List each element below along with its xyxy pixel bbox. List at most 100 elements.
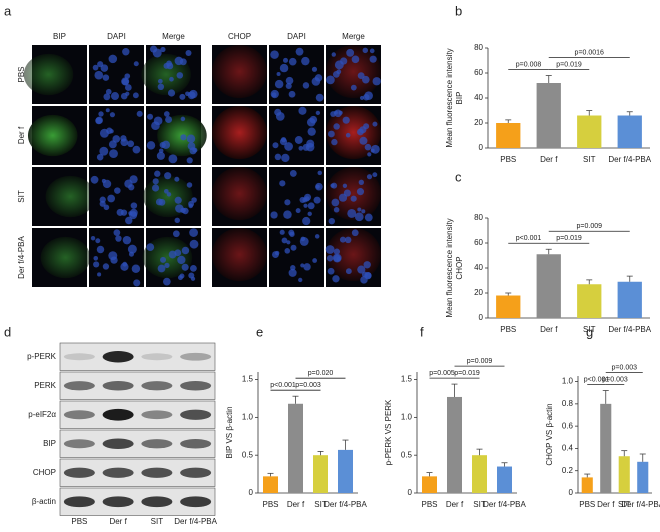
- nucleus: [103, 204, 110, 211]
- nucleus: [97, 272, 102, 277]
- nucleus: [113, 229, 121, 237]
- p-value: p=0.019: [454, 370, 480, 377]
- nucleus: [331, 52, 336, 57]
- nucleus: [129, 175, 138, 184]
- nucleus: [125, 216, 133, 225]
- panel-letter: b: [455, 3, 462, 18]
- nucleus: [174, 217, 180, 224]
- nucleus: [96, 245, 105, 254]
- nucleus: [350, 84, 357, 91]
- signal: [142, 236, 193, 279]
- nucleus: [186, 182, 193, 188]
- panel-letter: f: [420, 324, 424, 339]
- signal: [23, 53, 74, 96]
- band: [141, 496, 173, 508]
- nucleus: [105, 88, 112, 95]
- y-axis-label: p-PERK VS PERK: [384, 399, 393, 465]
- nucleus: [302, 82, 310, 89]
- nucleus: [174, 196, 182, 204]
- nucleus: [112, 135, 121, 143]
- nucleus: [342, 116, 350, 124]
- nucleus: [101, 178, 106, 184]
- micrograph: [212, 106, 267, 165]
- error-bar: [501, 462, 508, 467]
- y-tick-label: 0: [408, 488, 413, 497]
- nucleus: [285, 82, 292, 90]
- y-tick-label: 60: [474, 68, 483, 77]
- nucleus: [299, 237, 309, 246]
- nucleus: [283, 210, 292, 219]
- p-value: p<0.001: [584, 376, 610, 383]
- nucleus: [372, 172, 378, 178]
- nucleus: [331, 182, 338, 189]
- nucleus: [120, 262, 129, 271]
- nucleus: [124, 84, 132, 91]
- y-tick-label: 0.5: [401, 450, 413, 459]
- nucleus: [160, 256, 167, 263]
- nucleus: [122, 235, 132, 245]
- nucleus: [279, 180, 286, 187]
- signal: [326, 228, 381, 282]
- micrograph: [23, 45, 87, 104]
- nucleus: [189, 239, 199, 249]
- nucleus: [357, 207, 362, 212]
- nucleus: [351, 229, 359, 237]
- nucleus: [189, 264, 197, 272]
- y-axis-label: BIP VS β-actin: [225, 406, 234, 458]
- nucleus: [295, 208, 301, 214]
- nucleus: [358, 179, 365, 185]
- band: [102, 380, 134, 391]
- nucleus: [328, 217, 336, 225]
- nucleus: [163, 62, 170, 69]
- micrograph: [325, 228, 381, 287]
- x-tick-label: Der f/4-PBA: [608, 325, 651, 334]
- column-header: DAPI: [107, 32, 126, 41]
- error-bar: [545, 75, 552, 83]
- y-tick-label: 0: [479, 313, 484, 322]
- bar: [536, 254, 561, 318]
- p-value: p<0.001: [516, 235, 542, 242]
- nucleus: [290, 265, 296, 271]
- nucleus: [289, 169, 297, 177]
- band: [102, 438, 134, 449]
- y-tick-label: 1.0: [401, 412, 413, 421]
- bar: [618, 456, 630, 493]
- nucleus: [294, 136, 303, 144]
- nucleus: [132, 92, 139, 99]
- error-bar: [584, 473, 591, 478]
- nucleus: [314, 74, 323, 82]
- y-axis-label: CHOP: [455, 256, 464, 279]
- nucleus: [284, 142, 293, 151]
- nucleus: [364, 91, 373, 100]
- bar: [338, 449, 353, 493]
- nucleus: [115, 235, 122, 242]
- nucleus: [336, 256, 341, 262]
- nucleus: [157, 78, 163, 84]
- nucleus: [325, 245, 335, 254]
- nucleus: [333, 123, 340, 130]
- nucleus: [187, 91, 196, 100]
- bar: [536, 83, 561, 148]
- nucleus: [309, 115, 318, 124]
- nucleus: [290, 244, 297, 251]
- nucleus: [282, 57, 289, 63]
- nucleus: [132, 145, 141, 154]
- nucleus: [120, 138, 129, 147]
- nucleus: [357, 265, 366, 274]
- y-axis-label: CHOP VS β-actin: [545, 403, 554, 465]
- micrograph: [212, 45, 267, 104]
- micrograph: [89, 45, 144, 104]
- nucleus: [331, 198, 340, 207]
- nucleus: [146, 141, 156, 150]
- nucleus: [189, 147, 197, 155]
- x-tick-label: PBS: [500, 155, 516, 164]
- p-value: p=0.005: [429, 370, 455, 377]
- nucleus: [158, 148, 164, 153]
- nucleus: [157, 264, 166, 273]
- y-tick-label: 0.8: [562, 399, 574, 408]
- nucleus: [152, 178, 159, 185]
- y-tick-label: 1.0: [242, 412, 254, 421]
- p-value: p=0.019: [556, 235, 582, 242]
- nucleus: [279, 138, 288, 146]
